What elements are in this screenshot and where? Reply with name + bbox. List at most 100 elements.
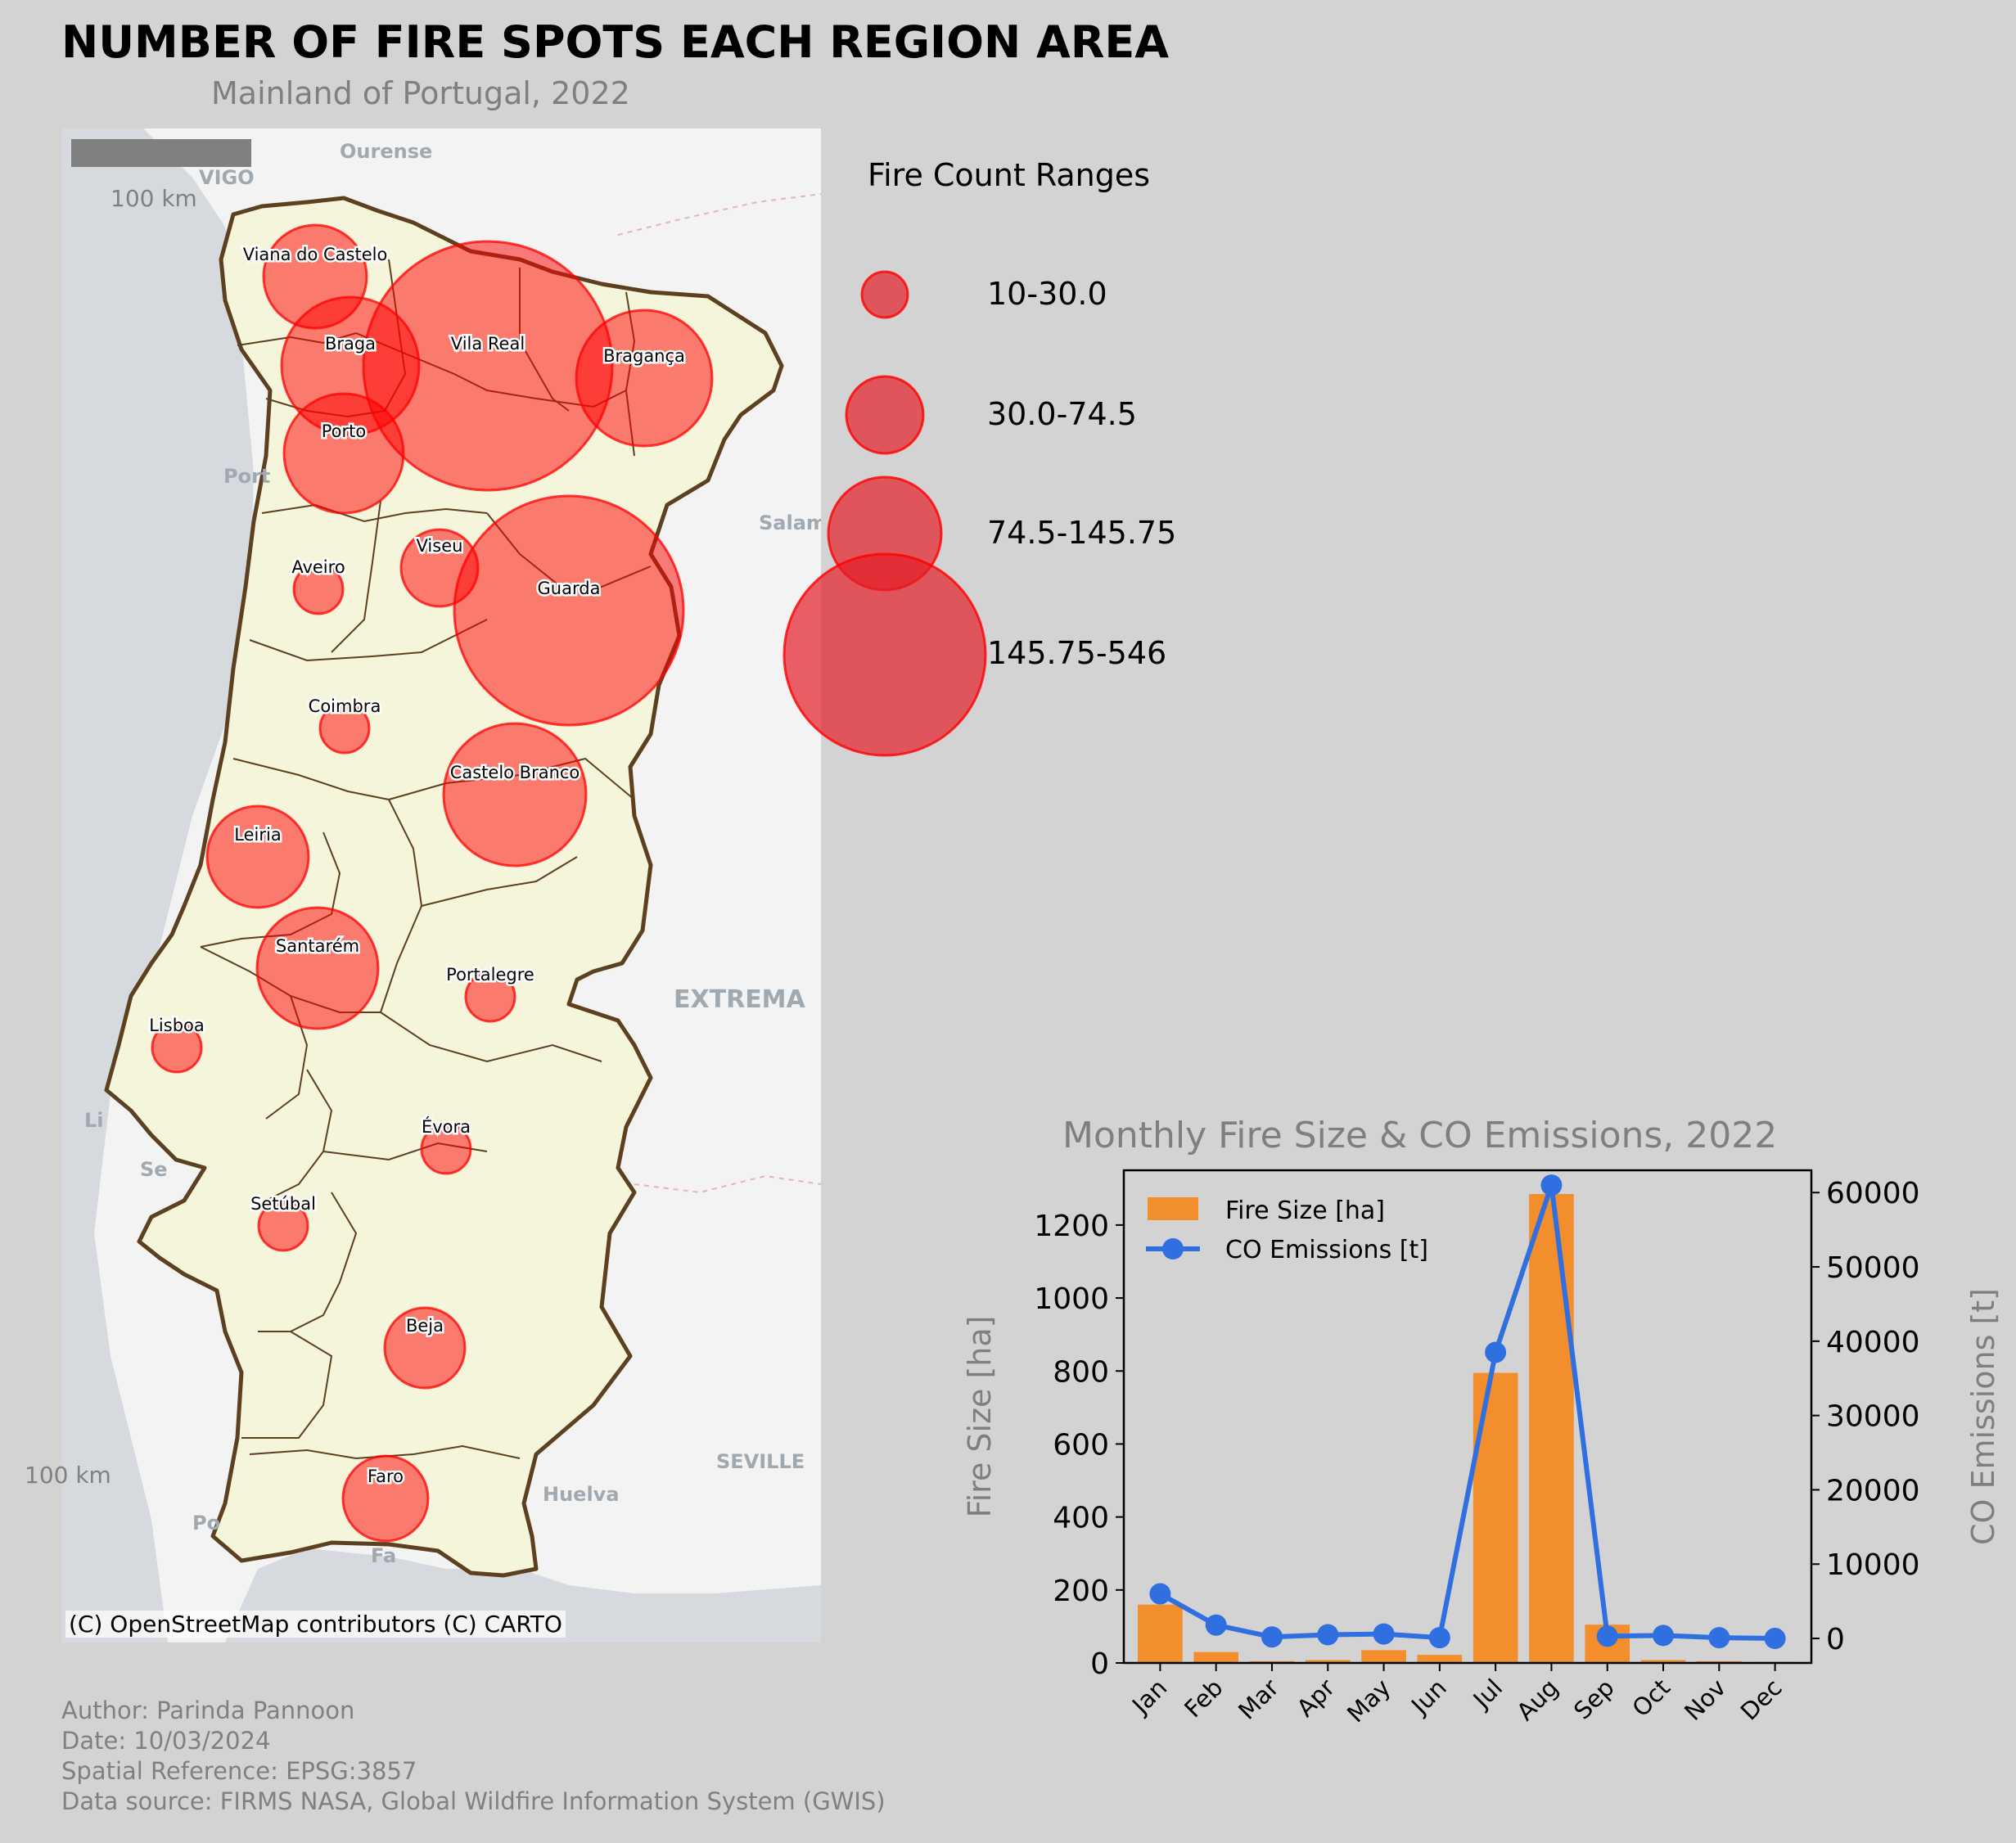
map-panel[interactable]: Ourense VIGO Salam Port EXTREMA SEVILLE … [61,128,821,1642]
co-emissions-point [1149,1583,1171,1605]
spain-border-lines [617,193,821,1194]
co-emissions-point [1428,1627,1450,1649]
fire-circles [151,223,714,1543]
basemap-label: SEVILLE [716,1450,805,1473]
basemap-label: Se [140,1158,168,1181]
basemap-label: Ourense [340,140,432,163]
credit-srs: Spatial Reference: EPSG:3857 [61,1757,417,1785]
region-label: Leiria [234,825,281,845]
fire-size-bar [1417,1655,1463,1663]
region-label: Setúbal [250,1194,316,1214]
credit-source: Data source: FIRMS NASA, Global Wildfire… [61,1787,886,1815]
monthly-chart-title: Monthly Fire Size & CO Emissions, 2022 [1062,1115,1778,1156]
fire-circle[interactable] [420,1123,472,1175]
x-tick-label: Aug [1511,1674,1563,1726]
y-right-tick-label: 20000 [1826,1474,1920,1507]
region-labels: Viana do Castelo Braga Vila Real Bragança Po… [147,243,688,1489]
y-tick-label: 800 [1053,1355,1109,1389]
chart-title: NUMBER OF FIRE SPOTS EACH REGION AREA [61,16,1170,68]
fire-circle[interactable] [292,563,345,615]
fire-circle[interactable] [453,494,685,727]
legend-label-bar: Fire Size [ha] [1225,1196,1385,1225]
fire-circle[interactable] [383,1306,467,1390]
fire-circle[interactable] [205,804,310,909]
credit-author: Author: Parinda Pannoon [61,1697,355,1724]
fire-size-bar [1529,1193,1574,1663]
legend-item-label: 30.0-74.5 [987,396,1137,432]
region-label: Beja [406,1316,444,1336]
fire-size-bar [1138,1604,1183,1663]
y-right-tick-label: 40000 [1826,1326,1920,1359]
region-label: Porto [322,421,366,441]
co-emissions-point [1764,1628,1786,1650]
y-right-tick-label: 60000 [1826,1177,1920,1210]
legend-circle-small [860,270,909,319]
co-emissions-point [1373,1623,1395,1645]
map-canvas[interactable]: Ourense VIGO Salam Port EXTREMA SEVILLE … [61,128,821,1642]
legend-circle-xlarge [782,552,987,757]
fire-size-bar [1640,1660,1686,1663]
fire-size-bar [1361,1650,1406,1663]
co-emissions-point [1205,1614,1227,1636]
region-label: Coimbra [309,696,381,716]
plot-frame [1122,1169,1813,1665]
y-tick-label: 1000 [1034,1282,1109,1316]
fire-circle[interactable] [575,309,714,448]
fire-circle[interactable] [442,722,588,867]
fire-size-bar [1473,1372,1518,1663]
legend-symbols [782,270,987,757]
y-axis-label: Fire Size [ha] [962,1316,998,1518]
x-tick-label: Jan [1125,1674,1172,1720]
fire-circle[interactable] [257,1200,309,1252]
monthly-chart: 0 200 400 600 800 1000 1200 0 10000 20000 30000 400… [962,1169,2001,1728]
legend-title: Fire Count Ranges [868,157,1151,193]
basemap-label: EXTREMA [674,985,806,1014]
y-right-axis-label: CO Emissions [t] [1965,1288,2001,1545]
region-label: Portalegre [446,965,534,985]
x-tick-label: Apr [1292,1674,1341,1723]
y-tick-label: 200 [1053,1575,1109,1608]
region-label: Viseu [417,536,463,556]
legend-swatch-marker [1162,1238,1184,1259]
fire-circle[interactable] [341,1454,430,1543]
basemap-labels: Ourense VIGO Salam Port EXTREMA SEVILLE … [84,140,821,1567]
fire-circle[interactable] [151,1021,203,1074]
basemap-label: Huelva [543,1483,620,1506]
x-tick-label: Feb [1179,1674,1228,1723]
basemap-label: Salam [759,511,821,534]
chart-subtitle: Mainland of Portugal, 2022 [211,75,630,111]
basemap-label: Port [223,465,270,488]
fire-circle[interactable] [318,702,371,755]
basemap-label: VIGO [199,166,255,189]
co-emissions-point [1653,1624,1675,1647]
basemap-label: Po [192,1512,220,1534]
fire-size-bar [1305,1660,1351,1663]
region-label: Vila Real [451,334,525,354]
legend-item-label: 10-30.0 [987,276,1107,312]
x-tick-label: Nov [1679,1674,1731,1726]
credits-block: Author: Parinda Pannoon Date: 10/03/2024… [61,1696,886,1817]
fire-circle[interactable] [282,392,405,515]
region-label: Castelo Branco [450,763,580,782]
legend-item-label: 145.75-546 [987,635,1167,671]
region-label: Lisboa [149,1016,205,1035]
fire-circle[interactable] [464,971,516,1023]
map-attribution: (C) OpenStreetMap contributors (C) CARTO [65,1611,566,1638]
fire-circle[interactable] [255,906,380,1030]
co-emissions-point [1485,1341,1507,1363]
atlantic-ocean [61,128,254,1642]
credit-date: Date: 10/03/2024 [61,1727,271,1755]
x-tick-label: Sep [1568,1674,1620,1725]
y-tick-label: 1200 [1034,1210,1109,1243]
x-tick-label: Dec [1735,1674,1788,1726]
fire-size-bar [1193,1651,1238,1663]
y-tick-label: 400 [1053,1502,1109,1535]
region-label: Guarda [538,579,601,598]
scale-bar-label-secondary: 100 km [25,1462,111,1489]
co-emissions-point [1317,1624,1339,1646]
y-tick-label: 0 [1090,1647,1109,1681]
x-tick-label: Jun [1405,1674,1451,1720]
chart-legend: Fire Size [ha] CO Emissions [t] [1146,1196,1428,1264]
x-tick-label: Oct [1626,1674,1675,1723]
region-label: Aveiro [291,557,345,577]
